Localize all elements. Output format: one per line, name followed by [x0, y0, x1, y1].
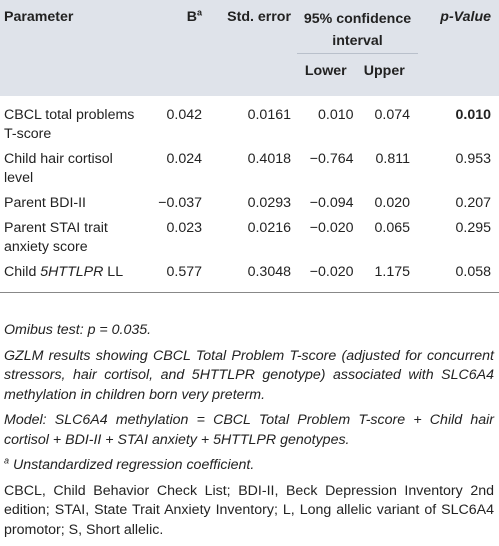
header-lower-text: Lower — [304, 63, 347, 79]
param-line1: Child hair cortisol — [4, 151, 113, 167]
cell-lower: −0.020 — [297, 259, 358, 293]
cell-std-error: 0.0161 — [247, 107, 291, 123]
header-b-text: B — [186, 9, 197, 25]
regression-table: Parameter Ba Std. error 95% confidence i… — [0, 0, 499, 293]
header-upper: Upper — [357, 53, 418, 92]
header-ci-line1: 95% confidence — [303, 11, 412, 27]
cell-lower: 0.010 — [317, 107, 354, 123]
footnote-text: Unstandardized regression coefficient. — [9, 457, 255, 473]
header-lower: Lower — [297, 53, 358, 92]
cell-b: 0.023 — [166, 220, 202, 236]
table-row: Parent STAI trait anxiety score 0.023 0.0… — [0, 215, 499, 259]
cell-upper: 0.811 — [375, 151, 410, 167]
param-line2: level — [4, 170, 34, 186]
note-footnote: a Unstandardized regression coefficient. — [4, 456, 494, 476]
cell-p-value: 0.058 — [418, 259, 499, 293]
cell-std-error: 0.4018 — [247, 151, 291, 167]
header-p-value-text: p-Value — [440, 9, 491, 25]
note-abbreviations: CBCL, Child Behavior Check List; BDI-II,… — [4, 482, 494, 538]
cell-parameter: Child 5HTTLPR LL — [0, 259, 143, 293]
subheader-row: Lower Upper — [0, 53, 499, 92]
table-row: Child 5HTTLPR LL 0.577 0.3048 −0.020 1.1… — [0, 259, 499, 293]
table-row: Child hair cortisol level 0.024 0.4018 −0… — [0, 146, 499, 190]
cell-p-value: 0.295 — [455, 220, 491, 236]
cell-parameter: CBCL total problems T-score — [0, 92, 143, 146]
cell-lower: −0.094 — [309, 195, 354, 211]
table-notes: Omibus test: p = 0.035. GZLM results sho… — [4, 321, 494, 546]
note-gzlm: GZLM results showing CBCL Total Problem … — [4, 347, 494, 403]
header-confidence-interval: 95% confidence interval — [297, 0, 418, 54]
cell-b: 0.024 — [166, 151, 202, 167]
table-row: Parent BDI-II −0.037 0.0293 −0.094 0.020… — [0, 190, 499, 215]
cell-p-value: 0.207 — [455, 195, 491, 211]
header-std-error-text: Std. error — [227, 9, 291, 25]
header-std-error: Std. error — [208, 0, 297, 92]
cell-parameter: Parent BDI-II — [0, 190, 143, 215]
param-line1: CBCL total problems — [4, 107, 135, 123]
cell-p-value: 0.010 — [455, 107, 491, 123]
header-ci-line2: interval — [332, 33, 383, 49]
param-line2: T-score — [4, 126, 52, 142]
header-parameter: Parameter — [0, 0, 143, 92]
header-b: Ba — [143, 0, 208, 92]
cell-upper: 0.020 — [374, 195, 410, 211]
cell-b: −0.037 — [158, 195, 202, 211]
param-line2: anxiety score — [4, 239, 88, 255]
cell-lower: −0.020 — [309, 220, 354, 236]
cell-std-error: 0.0216 — [247, 220, 291, 236]
note-omnibus: Omibus test: p = 0.035. — [4, 322, 152, 338]
param-gene-italic: 5HTTLPR — [40, 264, 104, 280]
cell-p-value: 0.953 — [455, 151, 491, 167]
cell-upper: 0.074 — [374, 107, 410, 123]
footnote-mark: a — [4, 455, 10, 466]
cell-upper: 1.175 — [357, 259, 418, 293]
note-model: Model: SLC6A4 methylation = CBCL Total P… — [4, 412, 494, 448]
header-upper-text: Upper — [363, 63, 405, 79]
param-prefix: Child — [4, 264, 41, 280]
header-b-superscript: a — [196, 7, 202, 18]
cell-parameter: Parent STAI trait anxiety score — [0, 215, 143, 259]
header-p-value: p-Value — [418, 0, 499, 92]
cell-b: 0.577 — [143, 259, 208, 293]
header-row: Parameter Ba Std. error 95% confidence i… — [0, 0, 499, 54]
param-line1: Parent BDI-II — [4, 195, 87, 211]
cell-std-error: 0.0293 — [247, 195, 291, 211]
table-row: CBCL total problems T-score 0.042 0.0161 … — [0, 92, 499, 146]
cell-b: 0.042 — [166, 107, 202, 123]
param-suffix: LL — [103, 264, 124, 280]
cell-std-error: 0.3048 — [208, 259, 297, 293]
header-parameter-text: Parameter — [4, 9, 74, 25]
cell-upper: 0.065 — [374, 220, 410, 236]
param-line1: Parent STAI trait — [4, 220, 108, 236]
cell-parameter: Child hair cortisol level — [0, 146, 143, 190]
cell-lower: −0.764 — [309, 151, 354, 167]
